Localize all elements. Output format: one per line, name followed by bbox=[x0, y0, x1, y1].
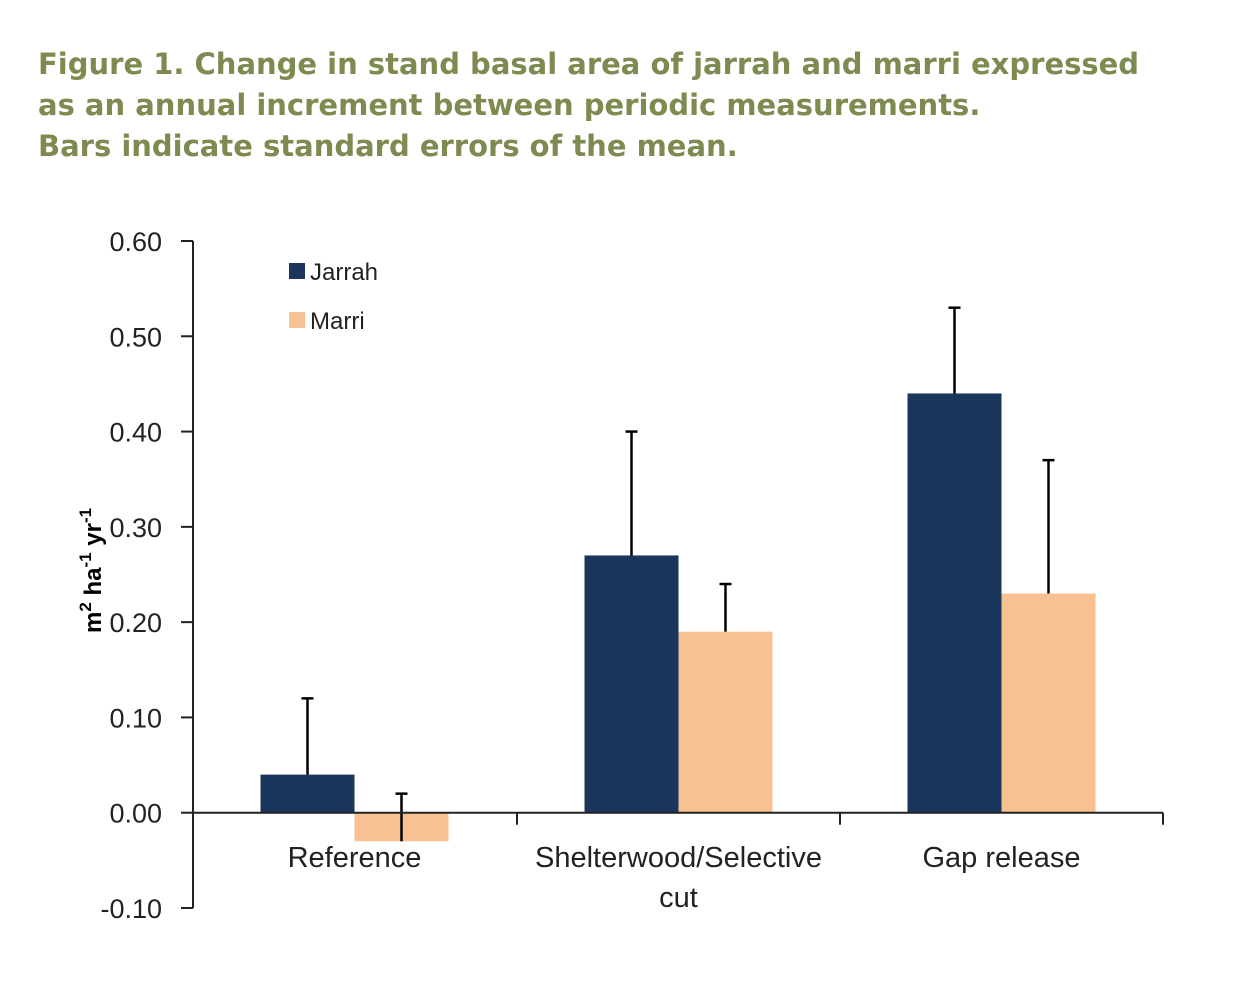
y-axis-label-part: 2 bbox=[76, 602, 95, 611]
legend-swatch-jarrah bbox=[289, 263, 305, 279]
y-tick-label: 0.60 bbox=[109, 227, 162, 257]
bar-jarrah bbox=[907, 393, 1002, 813]
caption-line-1: Figure 1. Change in stand basal area of … bbox=[38, 47, 1140, 81]
bar-jarrah bbox=[260, 774, 355, 813]
x-category-label: cut bbox=[659, 882, 698, 914]
y-axis-label-part: yr bbox=[80, 523, 107, 552]
caption-line-2: as an annual increment between periodic … bbox=[38, 88, 981, 122]
y-tick-label: 0.40 bbox=[109, 418, 162, 448]
x-category-label: Gap release bbox=[923, 842, 1081, 874]
y-tick-label: 0.00 bbox=[109, 799, 162, 829]
y-tick-label: 0.20 bbox=[109, 608, 162, 638]
bar-jarrah bbox=[584, 555, 679, 813]
bar-marri bbox=[1001, 593, 1096, 813]
y-axis-label: m2 ha-1 yr-1 bbox=[76, 508, 107, 633]
figure-caption: Figure 1. Change in stand basal area of … bbox=[38, 44, 1188, 167]
y-axis-label-part: -1 bbox=[76, 508, 95, 523]
legend-swatch-marri bbox=[289, 312, 305, 328]
y-axis-label-part: ha bbox=[80, 567, 107, 602]
x-category-label: Shelterwood/Selective bbox=[535, 842, 822, 874]
y-tick-label: 0.10 bbox=[109, 703, 162, 733]
bar-marri bbox=[678, 631, 773, 813]
legend-label-jarrah: Jarrah bbox=[310, 259, 378, 286]
legend-label-marri: Marri bbox=[310, 308, 365, 335]
x-category-label: Reference bbox=[288, 842, 422, 874]
y-tick-label: 0.50 bbox=[109, 322, 162, 352]
y-tick-label: -0.10 bbox=[100, 894, 162, 924]
y-axis-label-part: -1 bbox=[76, 552, 95, 567]
caption-line-3: Bars indicate standard errors of the mea… bbox=[38, 129, 738, 163]
y-tick-label: 0.30 bbox=[109, 513, 162, 543]
y-axis-label-part: m bbox=[80, 612, 107, 633]
